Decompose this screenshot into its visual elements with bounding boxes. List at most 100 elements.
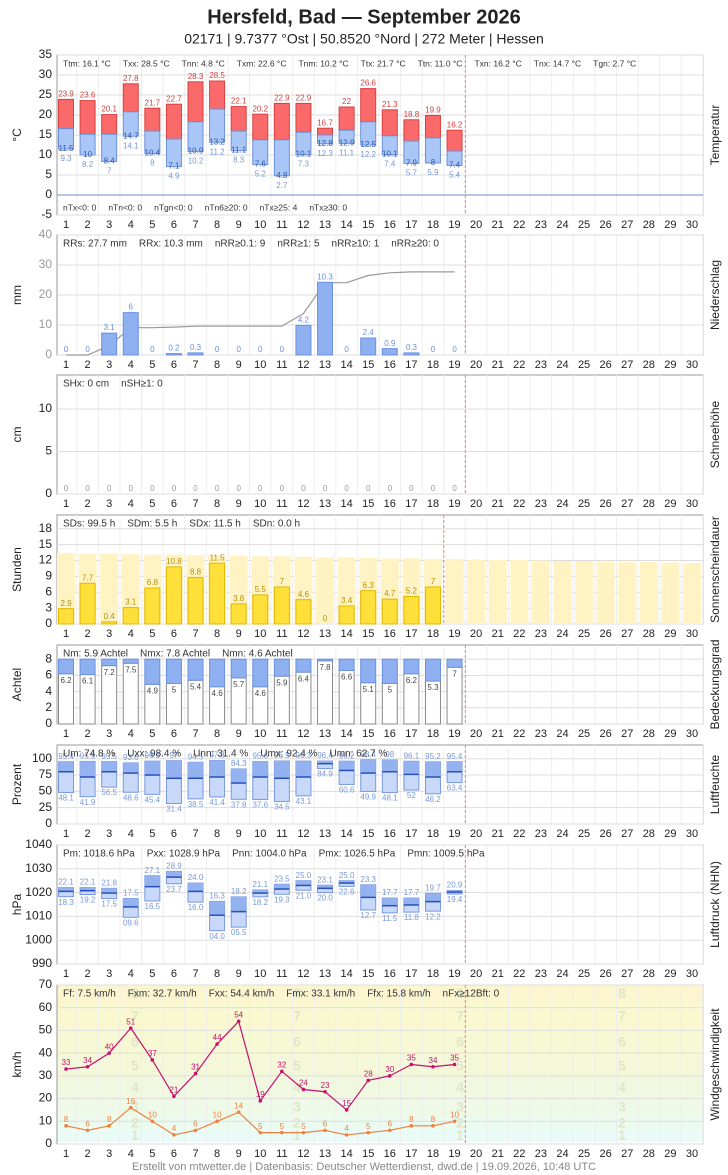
y-axis-title: Prozent [10, 763, 24, 805]
data-label: 12.3 [317, 149, 333, 158]
data-label: 20.1 [101, 105, 117, 114]
x-tick-label: 25 [578, 359, 590, 371]
possible-bar [661, 562, 680, 624]
x-tick-label: 15 [362, 968, 374, 980]
data-label: 11.5 [59, 144, 75, 153]
possible-bar [575, 561, 594, 624]
data-label: 26.6 [360, 79, 376, 88]
x-tick-label: 6 [171, 968, 177, 980]
x-tick-label: 29 [664, 359, 676, 371]
x-tick-label: 5 [149, 498, 155, 510]
data-label: 0 [452, 484, 457, 493]
point [323, 1128, 327, 1133]
bar-lower [446, 150, 463, 166]
x-tick-label: 13 [319, 219, 331, 231]
data-label: 22.1 [58, 878, 74, 887]
x-tick-label: 1 [63, 1148, 69, 1160]
data-label: 4.2 [298, 315, 310, 324]
data-label: 4.9 [147, 686, 159, 695]
x-tick-label: 28 [643, 359, 655, 371]
x-tick-label: 14 [340, 728, 352, 740]
data-label: 5 [301, 1122, 306, 1131]
bar-upper [446, 129, 463, 152]
x-tick-label: 17 [405, 828, 417, 840]
x-tick-label: 21 [492, 219, 504, 231]
bar-upper [209, 80, 226, 110]
beaufort-label: 8 [618, 985, 626, 1001]
x-tick-label: 8 [214, 219, 220, 231]
data-label: 10.9 [188, 147, 204, 156]
bar [381, 598, 398, 625]
x-tick-label: 11 [276, 1148, 287, 1160]
data-label: 7 [431, 577, 436, 586]
x-tick-label: 21 [492, 728, 504, 740]
panel-label: Luftfeuchte [708, 754, 722, 814]
data-label: 5.7 [406, 169, 418, 178]
x-tick-label: 1 [63, 219, 69, 231]
data-label: 8 [107, 1115, 112, 1124]
data-label: 0 [64, 484, 69, 493]
x-tick-label: 11 [276, 828, 287, 840]
beaufort-label: 4 [131, 1079, 139, 1095]
x-tick-label: 22 [513, 728, 525, 740]
x-tick-label: 4 [128, 628, 134, 640]
x-tick-label: 30 [686, 219, 698, 231]
x-tick-label: 20 [470, 219, 482, 231]
x-tick-label: 9 [236, 498, 242, 510]
data-label: 10.8 [166, 557, 182, 566]
x-tick-label: 5 [149, 828, 155, 840]
bar-upper [209, 760, 225, 777]
point [280, 1130, 284, 1135]
data-label: 0 [172, 484, 177, 493]
bar-upper [447, 890, 463, 893]
data-label: 7 [107, 167, 112, 176]
stat: nRR≥10: 1 [332, 239, 380, 250]
data-label: 19.4 [447, 895, 463, 904]
y-tick-label: 4 [45, 684, 52, 698]
data-label: 11.2 [210, 147, 226, 156]
y-tick-label: 0 [45, 716, 52, 730]
point [236, 1019, 241, 1024]
data-label: 96.4 [317, 751, 333, 760]
x-tick-label: 22 [513, 498, 525, 510]
data-label: 22.9 [296, 94, 312, 103]
x-tick-label: 18 [427, 968, 439, 980]
beaufort-label: 7 [618, 1008, 626, 1024]
bar-upper [166, 760, 182, 779]
x-tick-label: 14 [340, 498, 352, 510]
bar-upper [274, 884, 290, 890]
data-label: 7.4 [449, 161, 461, 170]
x-tick-label: 23 [535, 728, 547, 740]
stat: Pmn: 1009.5 hPa [407, 849, 485, 860]
cover-bar [101, 658, 118, 667]
data-label: 6 [193, 1119, 198, 1128]
x-tick-label: 8 [214, 828, 220, 840]
x-tick-label: 20 [470, 828, 482, 840]
bar-lower [187, 121, 204, 152]
data-label: 8 [409, 1115, 414, 1124]
x-tick-label: 3 [106, 828, 112, 840]
data-label: 12.2 [425, 912, 441, 921]
data-label: 52 [407, 791, 416, 800]
data-label: 6.2 [406, 676, 418, 685]
bar-upper [144, 107, 161, 132]
y-tick-label: 20 [39, 1091, 53, 1105]
data-label: 8 [64, 1115, 69, 1124]
cover-bar [381, 658, 398, 684]
x-tick-label: 5 [149, 968, 155, 980]
bar-upper [166, 871, 182, 878]
point [150, 1058, 155, 1062]
x-tick-label: 23 [535, 968, 547, 980]
data-label: 96.3 [145, 751, 161, 760]
data-label: 5.4 [449, 171, 461, 180]
x-tick-label: 17 [405, 498, 417, 510]
y-tick-label: 10 [39, 401, 53, 415]
data-label: 43.1 [296, 797, 312, 806]
data-label: 18.8 [404, 110, 420, 119]
stat: nTx<0: 0 [63, 202, 97, 212]
data-label: 16.7 [317, 118, 333, 127]
bar-lower [165, 138, 182, 168]
data-label: 6 [388, 1119, 393, 1128]
data-label: 21.3 [382, 100, 398, 109]
y-tick-label: 30 [39, 67, 53, 81]
